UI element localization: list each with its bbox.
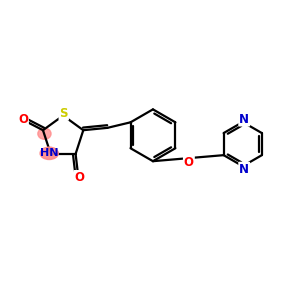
Ellipse shape [38, 128, 51, 139]
Text: O: O [74, 171, 84, 184]
Text: HN: HN [40, 148, 59, 158]
Text: N: N [239, 112, 249, 126]
Ellipse shape [40, 147, 58, 160]
Text: O: O [18, 112, 28, 125]
Text: S: S [59, 107, 68, 120]
Text: N: N [239, 163, 249, 176]
Text: O: O [184, 156, 194, 169]
